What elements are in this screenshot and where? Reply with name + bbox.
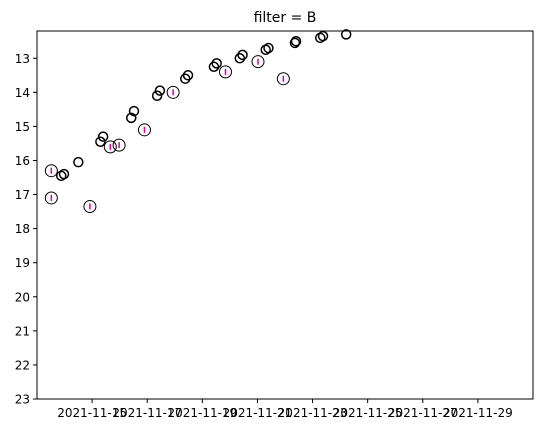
x-tick-label: 2021-11-29: [443, 406, 513, 420]
y-tick-label: 22: [15, 358, 30, 372]
chart-title: filter = B: [254, 10, 317, 26]
y-tick-label: 20: [15, 290, 30, 304]
y-tick-label: 21: [15, 324, 30, 338]
y-tick-label: 15: [15, 120, 30, 134]
y-tick-label: 18: [15, 222, 30, 236]
y-tick-label: 16: [15, 154, 30, 168]
y-tick-label: 19: [15, 256, 30, 270]
y-tick-label: 17: [15, 188, 30, 202]
y-tick-label: 14: [15, 86, 30, 100]
y-tick-label: 13: [15, 52, 30, 66]
y-tick-label: 23: [15, 393, 30, 407]
